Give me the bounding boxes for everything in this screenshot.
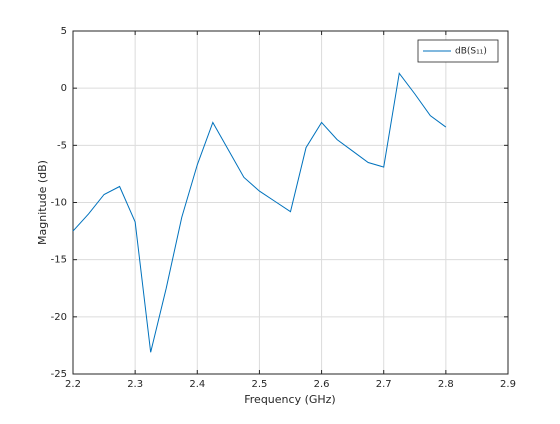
legend-label: dB(S₁₁) xyxy=(455,47,487,57)
data-line xyxy=(72,72,447,353)
x-axis-label: Frequency (GHz) xyxy=(244,393,335,406)
y-tick-label: 5 xyxy=(61,26,67,37)
x-tick-label: 2.9 xyxy=(500,379,516,390)
x-tick-label: 2.7 xyxy=(376,379,392,390)
x-tick-label: 2.4 xyxy=(189,379,205,390)
y-tick-label: -20 xyxy=(51,312,67,323)
legend-box xyxy=(417,39,499,63)
x-tick-label: 2.3 xyxy=(127,379,143,390)
x-tick-label: 2.6 xyxy=(314,379,330,390)
y-tick-label: -5 xyxy=(57,140,67,151)
y-axis-label: Magnitude (dB) xyxy=(36,160,49,245)
x-tick-label: 2.5 xyxy=(251,379,267,390)
y-tick-label: -10 xyxy=(51,198,67,209)
grid xyxy=(72,30,509,375)
x-tick-label: 2.2 xyxy=(65,379,81,390)
y-tick-label: -25 xyxy=(51,369,67,380)
x-tick-label: 2.8 xyxy=(438,379,454,390)
y-tick-label: 0 xyxy=(61,83,67,94)
y-tick-label: -15 xyxy=(51,255,67,266)
